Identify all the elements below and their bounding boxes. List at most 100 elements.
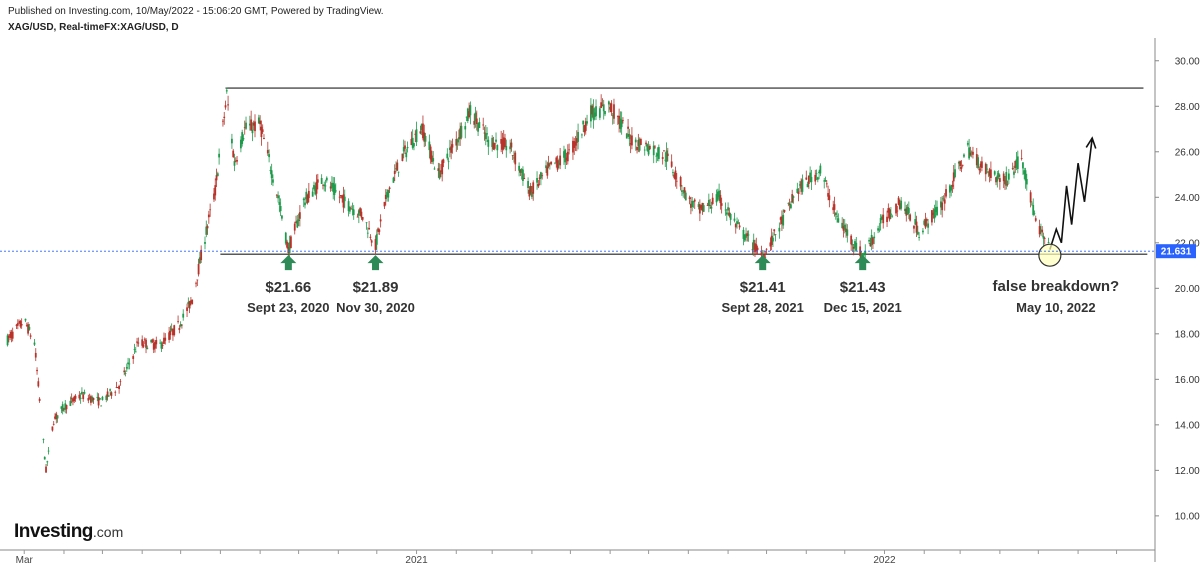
candle-body (634, 139, 637, 143)
candle-body (347, 201, 350, 212)
candle-body (1042, 235, 1045, 239)
candle (414, 130, 417, 143)
candle (582, 120, 585, 133)
candle (769, 237, 772, 252)
candle (710, 201, 713, 214)
candle-body (665, 150, 668, 162)
candle-body (69, 400, 72, 406)
time-axis: Mar 2021 2022 (0, 549, 1155, 566)
candle-body (907, 208, 910, 213)
candle (607, 100, 610, 113)
last-price-label: 21.631 (1161, 247, 1192, 258)
candle (923, 218, 926, 226)
candle-body (556, 160, 559, 170)
candle (64, 400, 67, 414)
candle-body (898, 203, 901, 210)
candle-body (824, 180, 827, 182)
candle-body (342, 194, 345, 208)
candle (943, 193, 946, 211)
candle-body (787, 202, 790, 204)
candle (105, 394, 108, 403)
candle (886, 210, 888, 227)
candle-body (428, 141, 431, 151)
candle-body (82, 394, 85, 400)
candle (688, 195, 691, 205)
candle (846, 224, 849, 243)
candle-body (207, 214, 210, 218)
candle (950, 184, 953, 197)
candle-body (1047, 242, 1050, 244)
candle-body (448, 147, 451, 151)
candle-body (323, 184, 326, 187)
candle (979, 161, 982, 173)
candle (170, 323, 173, 332)
candle-body (789, 204, 792, 209)
candle-body (397, 171, 400, 173)
candle-body (196, 279, 199, 281)
candle-body (934, 207, 937, 213)
candle-body (656, 153, 659, 157)
candle-body (932, 212, 935, 216)
candle-body (370, 240, 373, 243)
candle (43, 456, 46, 460)
candle (270, 163, 273, 186)
candle (754, 239, 756, 257)
candle (60, 406, 63, 414)
candle-body (528, 189, 531, 197)
candle (284, 231, 287, 246)
candle-body (218, 153, 221, 158)
candle-body (833, 204, 836, 210)
candle-body (854, 241, 856, 248)
candle-body (401, 153, 404, 161)
candle (645, 140, 647, 147)
candle (342, 186, 345, 213)
candle-body (79, 397, 82, 399)
candle (601, 98, 604, 107)
candle (187, 297, 190, 308)
candle-body (545, 165, 547, 169)
candle (510, 138, 513, 152)
candle (234, 157, 237, 163)
candle-body (281, 215, 283, 219)
candle (670, 154, 673, 169)
candle (598, 106, 601, 121)
candle (801, 174, 804, 195)
candle-body (186, 307, 188, 311)
candle (622, 117, 624, 124)
candle-body (518, 165, 521, 171)
candle-body (383, 201, 386, 207)
price-tick-label: 26.000 (1175, 147, 1200, 158)
candle-body (582, 120, 585, 125)
candle-body (287, 247, 290, 254)
candle-body (616, 116, 619, 117)
candle-body (450, 146, 453, 153)
candle-body (304, 202, 306, 206)
candle (787, 202, 790, 207)
candle-body (863, 253, 865, 256)
candle (887, 203, 890, 219)
candle-body (152, 343, 155, 350)
candle (918, 232, 921, 241)
candle (706, 202, 709, 206)
candle-body (523, 177, 526, 180)
candle (502, 130, 505, 151)
candle (729, 212, 732, 226)
candle (951, 180, 954, 193)
candle (702, 203, 705, 213)
candle-body (413, 143, 415, 147)
candle (628, 128, 631, 147)
candle (286, 239, 288, 249)
candle (277, 191, 279, 203)
candle-body (205, 226, 208, 235)
candle-body (216, 173, 219, 177)
candle-body (604, 111, 606, 115)
candle-body (25, 325, 28, 326)
candle (360, 208, 363, 220)
candle-body (1038, 226, 1041, 235)
candle-body (315, 181, 318, 194)
candle (941, 196, 944, 218)
candle (151, 338, 154, 343)
candle (214, 178, 217, 201)
candle (457, 129, 460, 146)
